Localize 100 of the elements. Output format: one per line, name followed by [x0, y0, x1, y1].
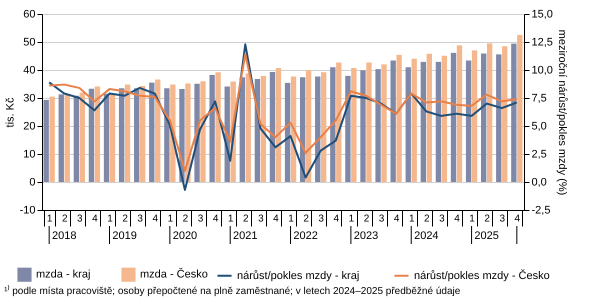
text: 2019	[112, 230, 137, 242]
bar	[466, 60, 472, 182]
x-tick-label: 2	[484, 214, 490, 224]
y-tick-label: 60	[23, 8, 36, 20]
y2-tick-label: 10,0	[532, 64, 553, 76]
y2-tick-label: 2,5	[532, 148, 547, 160]
x-tick-label: 1	[168, 214, 174, 224]
bar	[118, 88, 124, 182]
x-tick-label: 4	[454, 214, 460, 224]
legend-label: nárůst/pokles mzdy - Česko	[414, 268, 550, 282]
x-tick-label: 3	[198, 214, 204, 224]
y2-tick-label: 7,5	[532, 92, 547, 104]
x-tick-label: 4	[152, 214, 158, 224]
bar	[351, 68, 357, 182]
y2-tick-label: 5,0	[532, 120, 547, 132]
x-tick-label: 2	[303, 214, 310, 224]
bar	[390, 60, 396, 182]
x-tick-label: 2	[62, 214, 68, 224]
text: 2022	[293, 230, 318, 242]
bar	[104, 94, 110, 182]
bar	[345, 76, 351, 182]
text: 2018	[52, 230, 76, 242]
bar	[406, 67, 411, 182]
bar	[436, 62, 442, 182]
text: 2025	[474, 230, 499, 242]
x-tick-label: 3	[258, 214, 264, 224]
y-tick-label: 0	[29, 176, 36, 188]
y-tick-label: 50	[23, 36, 36, 48]
bar	[502, 46, 508, 182]
text: 2023	[354, 230, 378, 242]
bar	[366, 62, 372, 182]
bar	[420, 62, 426, 182]
legend-label: mzda - Česko	[140, 268, 208, 281]
bar	[94, 86, 100, 182]
y2-axis-title: meziroční nárůst/pokles mzdy (%)	[556, 30, 568, 196]
bar	[140, 86, 146, 182]
x-tick-label: 1	[469, 214, 476, 224]
bar	[375, 69, 381, 182]
legend-label: mzda - kraj	[36, 268, 90, 281]
text: 2024	[414, 230, 439, 242]
y2-tick-label: 0,0	[532, 176, 547, 188]
x-tick-label: 2	[122, 214, 128, 224]
x-tick-label: 2	[424, 214, 430, 224]
line-series	[48, 53, 518, 172]
bar	[149, 82, 154, 182]
bar	[80, 92, 85, 182]
x-tick-label: 3	[378, 214, 385, 224]
y-axis-title: tis. Kč	[4, 97, 17, 128]
x-tick-label: 1	[348, 214, 355, 224]
x-tick-label: 1	[288, 214, 294, 224]
legend-label: nárůst/pokles mzdy - kraj	[237, 270, 360, 282]
bar	[472, 50, 478, 182]
y-tick-label: -10	[20, 204, 36, 216]
bar	[396, 54, 402, 182]
x-tick-label: 4	[92, 214, 98, 224]
bar	[58, 94, 64, 182]
x-tick-label: 2	[182, 214, 189, 224]
x-tick-label: 2	[364, 214, 370, 224]
bar	[260, 76, 266, 182]
bar	[164, 88, 170, 182]
y-tick-label: 20	[23, 120, 36, 132]
x-tick-label: 1	[46, 214, 53, 224]
text: ¹⁾ podle místa pracoviště; osoby přepočtené na plně zaměstnané; v letech 2024–2025 předběžné údaje	[4, 284, 461, 297]
bar	[330, 67, 336, 182]
x-tick-label: 4	[212, 214, 219, 224]
bar	[240, 77, 245, 182]
bar	[496, 54, 502, 182]
bar	[64, 94, 70, 182]
x-tick-label: 4	[394, 214, 400, 224]
bar	[306, 70, 312, 182]
bar	[246, 73, 251, 182]
bar	[336, 62, 342, 182]
bar	[215, 72, 221, 182]
x-tick-label: 3	[77, 214, 84, 224]
bar	[44, 100, 49, 182]
x-tick-label: 3	[137, 214, 144, 224]
bar	[486, 43, 492, 182]
x-tick-label: 4	[273, 214, 280, 224]
y2-tick-label: 12,5	[532, 36, 553, 48]
bar	[517, 35, 522, 182]
bar	[321, 72, 326, 182]
bar	[155, 80, 160, 182]
y2-tick-label: -2,5	[532, 204, 550, 216]
bar	[315, 76, 320, 182]
bar	[481, 53, 486, 182]
bar	[412, 58, 417, 182]
bar	[300, 77, 306, 182]
x-tick-label: 1	[228, 214, 234, 224]
bar	[49, 96, 55, 182]
bar	[74, 96, 80, 182]
bar	[110, 94, 116, 182]
x-tick-label: 3	[318, 214, 324, 224]
text: 2021	[233, 230, 258, 242]
bar	[442, 56, 448, 182]
bar	[134, 88, 140, 182]
y-tick-label: 40	[23, 64, 36, 76]
bar	[456, 45, 462, 182]
line-series	[48, 43, 518, 191]
x-tick-label: 4	[334, 214, 340, 224]
bar	[426, 54, 432, 182]
